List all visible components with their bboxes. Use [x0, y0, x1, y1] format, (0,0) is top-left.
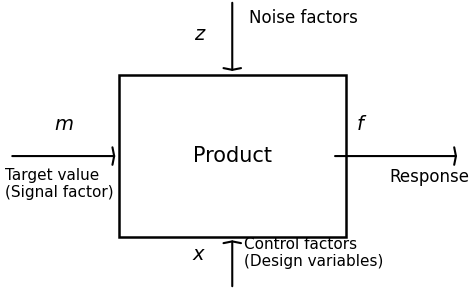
- Text: z: z: [193, 25, 204, 44]
- Text: x: x: [192, 245, 204, 264]
- Bar: [118, 75, 346, 237]
- Text: Response: Response: [389, 168, 469, 186]
- Text: Noise factors: Noise factors: [249, 9, 358, 27]
- Text: f: f: [357, 115, 364, 134]
- Text: Product: Product: [193, 146, 272, 166]
- Text: Target value
(Signal factor): Target value (Signal factor): [5, 168, 113, 200]
- Text: m: m: [55, 115, 73, 134]
- Text: Control factors
(Design variables): Control factors (Design variables): [244, 237, 383, 269]
